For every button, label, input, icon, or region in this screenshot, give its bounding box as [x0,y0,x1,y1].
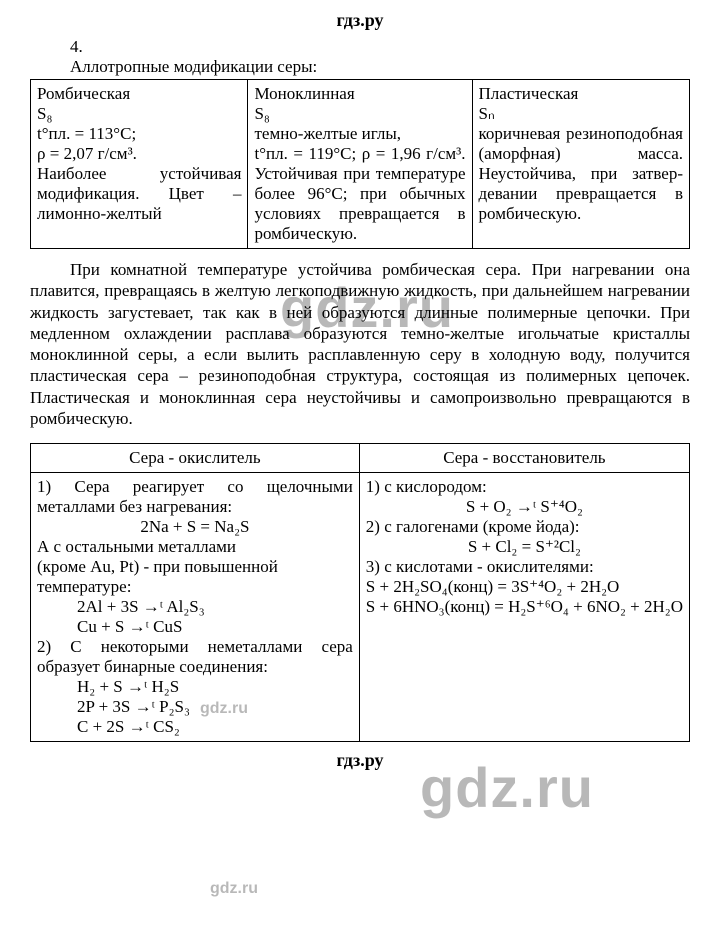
ox-eq: H₂ + S →ᵗ H₂S [37,677,353,697]
cell-oxidizer: 1) Сера реагирует со щелочными металлами… [31,473,360,742]
cell-formula: Sₙ [479,104,683,124]
cell-body: t°пл. = 113°C; ρ = 2,07 г/см³. Наиболее … [37,124,241,224]
cell-reducer: 1) с кислородом: S + O₂ →ᵗ S⁺⁴O₂ 2) с га… [359,473,689,742]
red-eq: S + O₂ →ᵗ S⁺⁴O₂ [366,497,683,517]
cell-plastic: Пластическая Sₙ коричневая резино­по­доб… [472,80,689,249]
ox-eq: C + 2S →ᵗ CS₂ [37,717,353,737]
red-line: 2) с галогенами (кроме йода): [366,517,683,537]
cell-body: коричневая резино­по­добная (аморфная) м… [479,124,683,224]
task-number: 4. [70,37,690,57]
allotrope-table: Ромбическая S₈ t°пл. = 113°C; ρ = 2,07 г… [30,79,690,249]
table-row: 1) Сера реагирует со щелочными металлами… [31,473,690,742]
site-footer: гдз.ру [30,750,690,771]
ox-eq: 2P + 3S →ᵗ P₂S₃ [37,697,353,717]
ox-line: А с остальными металлами [37,537,353,557]
cell-monoclinic: Моноклинная S₈ темно-желтые иглы, t°пл. … [248,80,472,249]
watermark-icon: gdz.ru [210,880,258,898]
section-subtitle: Аллотропные модификации серы: [70,57,690,77]
red-eq: S + 2H₂SO₄(конц) = 3S⁺⁴O₂ + 2H₂O [366,577,683,597]
redox-table: Сера - окислитель Сера - восстановитель … [30,443,690,742]
cell-title: Моноклинная [254,84,465,104]
cell-formula: S₈ [37,104,241,124]
header-oxidizer: Сера - окислитель [31,444,360,473]
ox-line: температуре: [37,577,353,597]
ox-line: 2) С некоторыми неметаллами сера образуе… [37,637,353,677]
cell-rhombic: Ромбическая S₈ t°пл. = 113°C; ρ = 2,07 г… [31,80,248,249]
cell-formula: S₈ [254,104,465,124]
table-header-row: Сера - окислитель Сера - восстановитель [31,444,690,473]
cell-title: Ромбическая [37,84,241,104]
ox-line: (кроме Au, Pt) - при повышенной [37,557,353,577]
ox-eq: 2Na + S = Na₂S [37,517,353,537]
red-line: 1) с кислородом: [366,477,683,497]
red-eq: S + 6HNO₃(конц) = H₂S⁺⁶O₄ + 6NO₂ + 2H₂O [366,597,683,617]
ox-line: 1) Сера реагирует со щелочными металлами… [37,477,353,517]
body-paragraph: При комнатной температуре устойчива ромб… [30,259,690,429]
site-header: гдз.ру [30,10,690,31]
header-reducer: Сера - восстановитель [359,444,689,473]
table-row: Ромбическая S₈ t°пл. = 113°C; ρ = 2,07 г… [31,80,690,249]
page: гдз.ру 4. Аллотропные модификации серы: … [0,0,720,951]
ox-eq: Cu + S →ᵗ CuS [37,617,353,637]
cell-body: темно-желтые иглы, t°пл. = 119°C; ρ = 1,… [254,124,465,244]
red-eq: S + Cl₂ = S⁺²Cl₂ [366,537,683,557]
ox-eq: 2Al + 3S →ᵗ Al₂S₃ [37,597,353,617]
red-line: 3) с кислотами - окислителями: [366,557,683,577]
cell-title: Пластическая [479,84,683,104]
